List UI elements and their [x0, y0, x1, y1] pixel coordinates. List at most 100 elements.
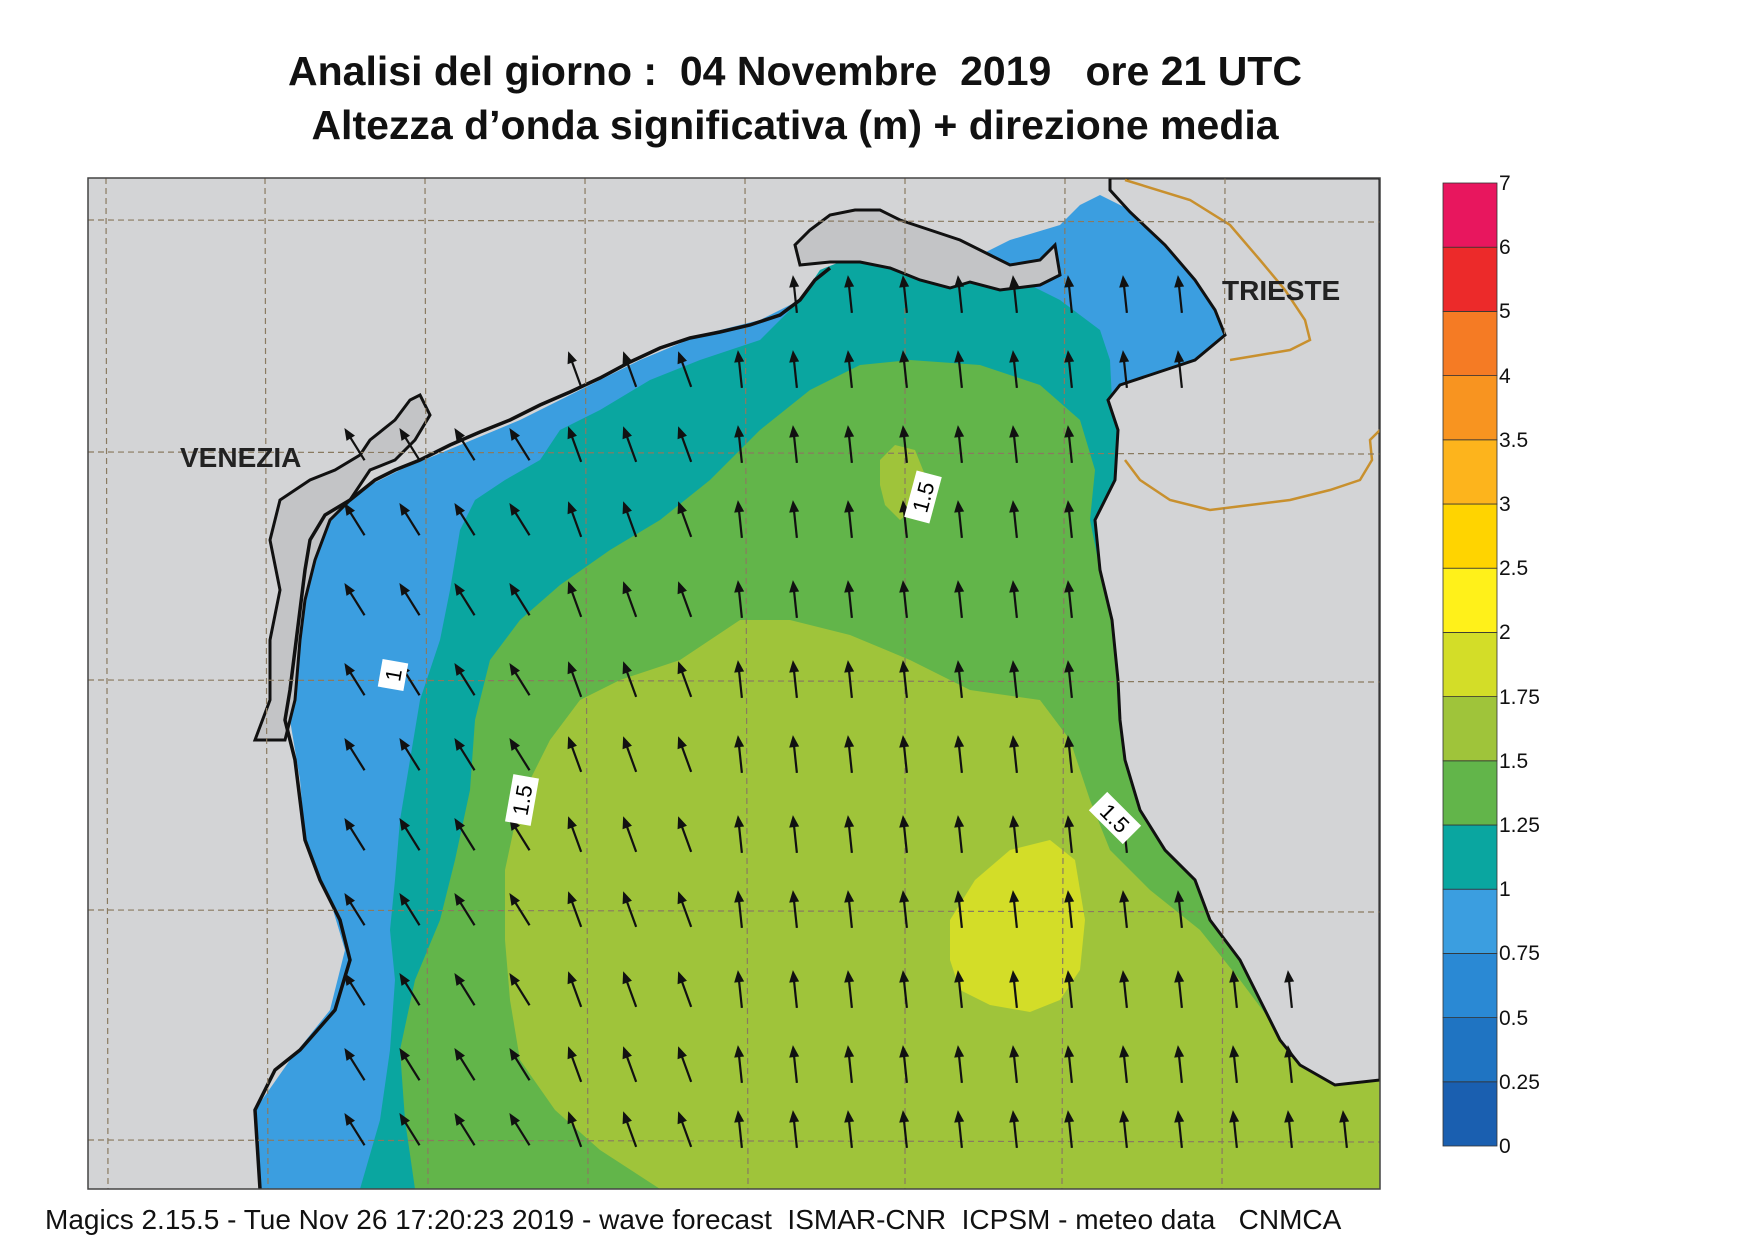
wave-arrow: [899, 350, 910, 389]
wave-arrow: [399, 738, 421, 771]
wave-arrow: [1064, 735, 1075, 774]
wave-arrow: [454, 818, 476, 851]
wave-arrow: [344, 503, 366, 536]
colorbar-tick-label: 3.5: [1499, 428, 1529, 452]
wave-arrow: [1009, 500, 1020, 539]
wave-arrow: [789, 1110, 800, 1149]
wave-arrow: [454, 663, 476, 696]
wave-arrow: [622, 426, 638, 463]
colorbar-tick-label: 1.75: [1499, 685, 1540, 709]
colorbar-swatch: [1442, 696, 1498, 762]
wave-arrow: [954, 735, 965, 774]
colorbar-swatch: [1442, 439, 1498, 505]
colorbar-swatch: [1442, 375, 1498, 441]
wave-arrow: [399, 893, 421, 926]
graticule: [88, 178, 1380, 1189]
colorbar-tick-label: 0.25: [1499, 1070, 1540, 1094]
wave-arrow: [454, 973, 476, 1006]
wave-arrow: [567, 1111, 583, 1148]
wave-arrow: [789, 660, 800, 699]
colorbar-swatch: [1442, 246, 1498, 312]
colorbar-swatch: [1442, 824, 1498, 890]
wave-arrow: [844, 1045, 855, 1084]
wave-arrow: [954, 815, 965, 854]
wave-arrow: [899, 815, 910, 854]
wave-arrow: [1174, 1045, 1185, 1084]
wave-arrow: [622, 501, 638, 538]
wave-arrow: [899, 970, 910, 1009]
wave-arrow: [344, 1048, 366, 1081]
wave-arrow: [1009, 815, 1020, 854]
wave-arrow: [734, 970, 745, 1009]
wave-arrow: [734, 500, 745, 539]
colorbar-swatch: [1442, 503, 1498, 569]
colorbar-tick-label: 1: [1499, 878, 1511, 902]
wave-arrow: [1009, 735, 1020, 774]
wave-arrow: [399, 1048, 421, 1081]
wave-arrow: [509, 1048, 531, 1081]
wave-arrow: [1229, 970, 1240, 1009]
wave-arrow: [1284, 970, 1295, 1009]
colorbar-swatch: [1442, 567, 1498, 633]
wave-arrow: [1119, 1045, 1130, 1084]
wave-arrow: [844, 890, 855, 929]
wave-arrow: [734, 580, 745, 619]
wave-arrow: [622, 581, 638, 618]
colorbar-tick-label: 6: [1499, 236, 1511, 260]
wave-arrow: [677, 891, 693, 928]
wave-arrow: [399, 583, 421, 616]
wave-arrow: [1119, 1110, 1130, 1149]
wave-arrow: [1174, 350, 1185, 389]
wave-arrow: [677, 581, 693, 618]
wave-arrow: [454, 893, 476, 926]
wave-arrow: [1064, 890, 1075, 929]
wave-arrow: [954, 1045, 965, 1084]
wave-arrow: [899, 275, 910, 314]
wave-arrow: [954, 500, 965, 539]
wave-arrow: [1064, 275, 1075, 314]
wave-arrow: [509, 503, 531, 536]
wave-arrow: [789, 890, 800, 929]
wave-arrow: [677, 501, 693, 538]
wave-arrow: [399, 503, 421, 536]
wave-arrow: [844, 425, 855, 464]
wave-arrow: [567, 891, 583, 928]
wave-arrow: [509, 973, 531, 1006]
contour-label-1.5-west: 1.5: [505, 774, 539, 826]
wave-arrow: [622, 351, 638, 388]
wave-arrow: [734, 350, 745, 389]
colorbar-swatch: [1442, 760, 1498, 826]
wave-arrow: [954, 890, 965, 929]
wave-arrow: [954, 425, 965, 464]
wave-arrow: [734, 735, 745, 774]
wave-arrow: [509, 893, 531, 926]
wave-arrow: [1119, 970, 1130, 1009]
chart-title: Analisi del giorno : 04 Novembre 2019 or…: [288, 48, 1302, 94]
venice-lagoon-land: [252, 392, 432, 742]
grado-lagoon-land: [793, 208, 1062, 292]
wave-arrow: [567, 501, 583, 538]
wave-arrow: [899, 735, 910, 774]
colorbar-tick-label: 0.75: [1499, 942, 1540, 966]
wave-arrow: [1009, 350, 1020, 389]
wave-arrow: [844, 500, 855, 539]
wave-arrow: [454, 1113, 476, 1146]
wave-arrow: [1064, 425, 1075, 464]
wave-arrow: [789, 815, 800, 854]
wave-arrow: [1229, 1045, 1240, 1084]
wave-arrow: [509, 428, 531, 461]
wave-arrow: [1119, 275, 1130, 314]
wave-arrow: [1009, 1110, 1020, 1149]
footer-credits: Magics 2.15.5 - Tue Nov 26 17:20:23 2019…: [45, 1204, 1342, 1235]
wave-arrow: [567, 581, 583, 618]
colorbar-swatch: [1442, 310, 1498, 376]
wave-arrow: [1064, 660, 1075, 699]
wave-arrow: [509, 1113, 531, 1146]
wave-arrow: [1009, 970, 1020, 1009]
wave-arrow: [954, 350, 965, 389]
wave-arrow: [677, 736, 693, 773]
wave-arrow: [677, 351, 693, 388]
wave-arrow: [622, 1046, 638, 1083]
wave-arrow: [844, 815, 855, 854]
colorbar-tick-label: 2: [1499, 621, 1511, 645]
